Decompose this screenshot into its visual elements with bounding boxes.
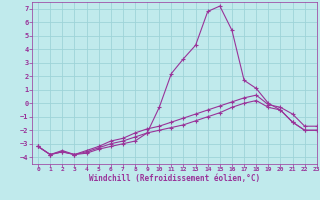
X-axis label: Windchill (Refroidissement éolien,°C): Windchill (Refroidissement éolien,°C) [89,174,260,183]
